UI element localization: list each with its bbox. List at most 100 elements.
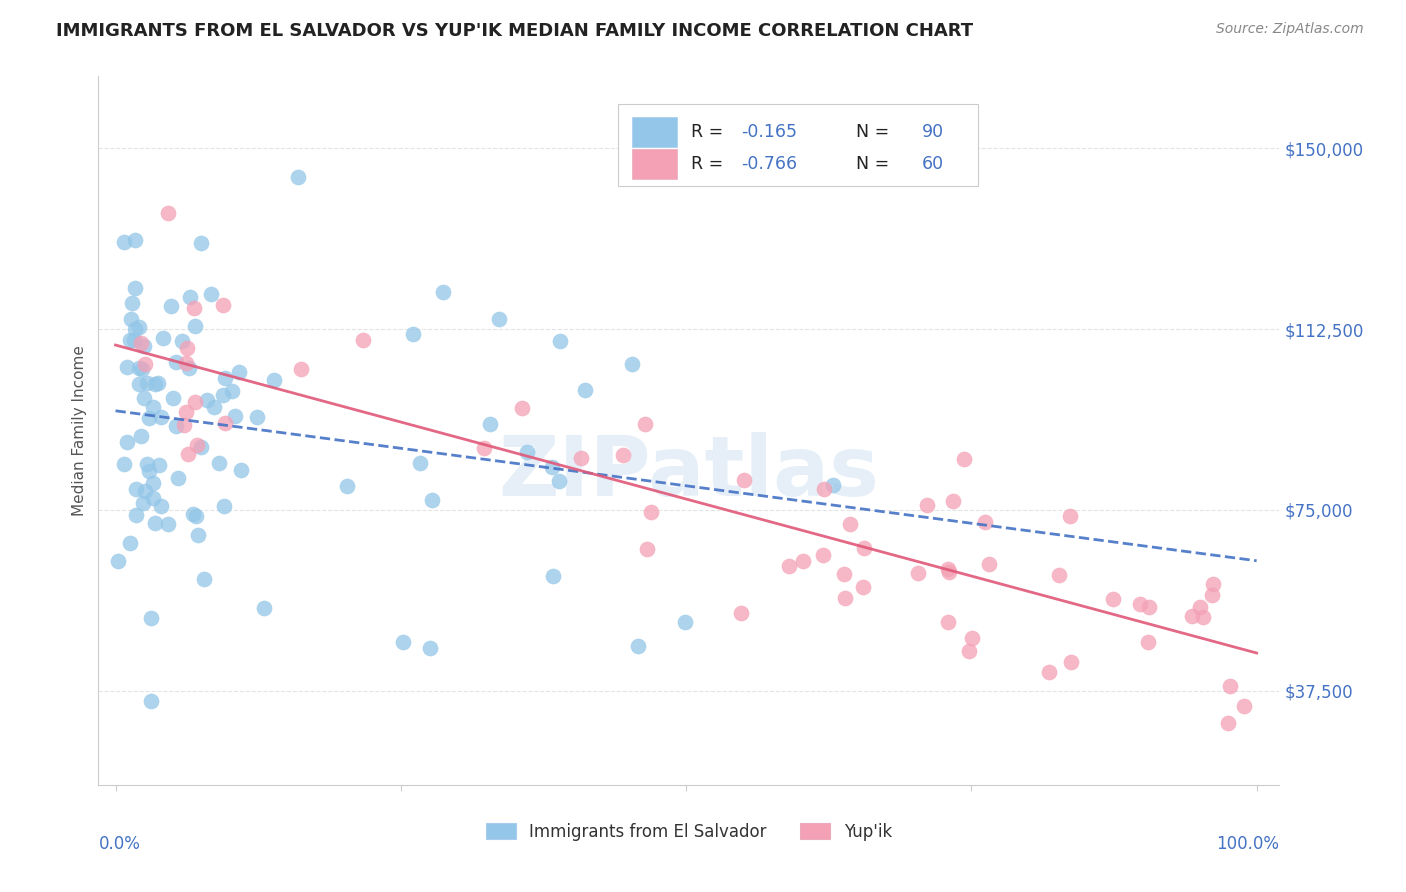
Point xyxy=(811,549,834,563)
Point xyxy=(157,517,180,532)
Text: R =: R = xyxy=(692,123,730,141)
Point xyxy=(124,322,146,336)
Point xyxy=(177,447,200,461)
Point xyxy=(211,298,233,312)
Text: Source: ZipAtlas.com: Source: ZipAtlas.com xyxy=(1216,22,1364,37)
Point xyxy=(733,474,755,488)
Point xyxy=(253,600,276,615)
Point xyxy=(957,643,980,657)
Point xyxy=(165,418,187,433)
Point xyxy=(938,615,960,629)
Point xyxy=(792,554,814,568)
Point xyxy=(156,206,179,220)
Point xyxy=(173,417,195,432)
Point xyxy=(1059,508,1081,523)
Point xyxy=(352,334,374,348)
Point xyxy=(419,640,441,655)
Point xyxy=(212,499,235,513)
Point xyxy=(187,527,209,541)
Point xyxy=(548,474,571,488)
Point xyxy=(778,558,800,573)
Point xyxy=(134,339,156,353)
Point xyxy=(141,694,163,708)
Point xyxy=(129,336,152,351)
Text: R =: R = xyxy=(692,154,730,173)
Point xyxy=(134,483,156,498)
Point xyxy=(636,542,658,557)
Point xyxy=(228,365,250,379)
FancyBboxPatch shape xyxy=(633,149,678,178)
Point xyxy=(125,482,148,496)
Text: 60: 60 xyxy=(921,154,943,173)
Legend: Immigrants from El Salvador, Yup'ik: Immigrants from El Salvador, Yup'ik xyxy=(479,816,898,847)
Text: 90: 90 xyxy=(921,123,943,141)
Point xyxy=(1189,599,1212,614)
Point xyxy=(907,566,929,581)
Point xyxy=(979,557,1001,571)
Point xyxy=(124,281,146,295)
Point xyxy=(132,496,155,510)
Point xyxy=(176,341,198,355)
Point xyxy=(543,569,565,583)
FancyBboxPatch shape xyxy=(619,104,979,186)
Point xyxy=(936,562,959,576)
Point xyxy=(128,377,150,392)
Point xyxy=(1129,597,1152,611)
Text: N =: N = xyxy=(845,154,894,173)
Point xyxy=(142,400,165,414)
Point xyxy=(162,392,184,406)
Point xyxy=(136,458,159,472)
Point xyxy=(179,290,201,304)
Point xyxy=(148,458,170,473)
Point xyxy=(142,475,165,490)
Text: 0.0%: 0.0% xyxy=(98,835,141,853)
Point xyxy=(184,508,207,523)
Point xyxy=(263,374,285,388)
Text: N =: N = xyxy=(845,123,894,141)
Point xyxy=(121,296,143,310)
Point xyxy=(1219,680,1241,694)
Point xyxy=(1102,592,1125,607)
Point xyxy=(134,358,156,372)
Point xyxy=(221,384,243,398)
Point xyxy=(174,405,197,419)
Point xyxy=(915,498,938,512)
Point xyxy=(184,395,207,409)
Point xyxy=(149,409,172,424)
Point xyxy=(246,410,269,425)
Text: 100.0%: 100.0% xyxy=(1216,835,1279,853)
Point xyxy=(212,387,235,401)
Point xyxy=(112,235,135,249)
Text: -0.766: -0.766 xyxy=(741,154,797,173)
Point xyxy=(1137,599,1160,614)
Point xyxy=(122,334,145,348)
Point xyxy=(125,508,148,523)
Point xyxy=(193,572,215,586)
Point xyxy=(852,580,875,594)
Y-axis label: Median Family Income: Median Family Income xyxy=(72,345,87,516)
Point xyxy=(183,301,205,315)
Point xyxy=(287,170,309,185)
Point xyxy=(730,606,752,620)
Point xyxy=(974,515,997,529)
Point xyxy=(1233,699,1256,714)
Point xyxy=(183,319,205,334)
Point xyxy=(942,493,965,508)
Point xyxy=(136,376,159,390)
Point xyxy=(1201,588,1223,602)
Point xyxy=(569,450,592,465)
Point xyxy=(128,319,150,334)
Point xyxy=(200,287,222,301)
Point xyxy=(1038,665,1060,680)
Point xyxy=(142,491,165,505)
Point xyxy=(115,360,138,375)
Point xyxy=(432,285,454,299)
Point xyxy=(420,493,443,508)
Point xyxy=(224,409,246,423)
Point xyxy=(141,611,163,625)
Point xyxy=(290,362,312,376)
Point xyxy=(1049,567,1071,582)
Point xyxy=(186,438,208,452)
Point xyxy=(472,441,495,455)
Text: IMMIGRANTS FROM EL SALVADOR VS YUP'IK MEDIAN FAMILY INCOME CORRELATION CHART: IMMIGRANTS FROM EL SALVADOR VS YUP'IK ME… xyxy=(56,22,973,40)
